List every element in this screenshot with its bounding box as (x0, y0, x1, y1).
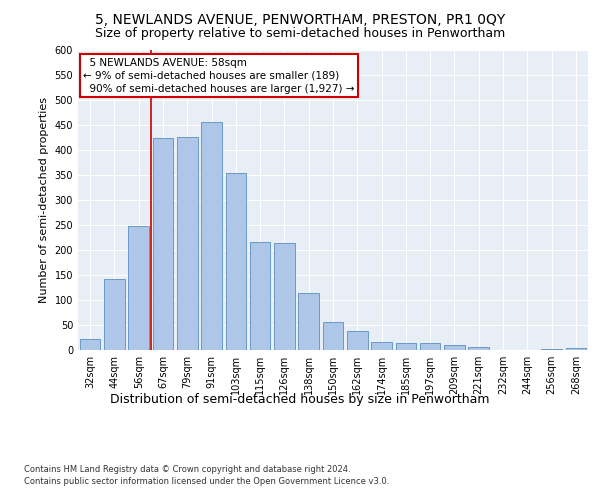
Text: 5, NEWLANDS AVENUE, PENWORTHAM, PRESTON, PR1 0QY: 5, NEWLANDS AVENUE, PENWORTHAM, PRESTON,… (95, 12, 505, 26)
Bar (274, 242, 295, 350)
Bar (323, 322, 343, 350)
Bar (201, 122, 222, 350)
Y-axis label: Number of semi-detached properties: Number of semi-detached properties (39, 97, 49, 303)
Text: Size of property relative to semi-detached houses in Penwortham: Size of property relative to semi-detach… (95, 28, 505, 40)
Bar (104, 278, 125, 350)
Bar (371, 342, 392, 350)
Bar (298, 292, 319, 350)
Bar (80, 338, 100, 350)
Bar (395, 343, 416, 350)
Bar (226, 172, 246, 350)
Bar (128, 226, 149, 350)
Bar (177, 136, 197, 350)
Text: Distribution of semi-detached houses by size in Penwortham: Distribution of semi-detached houses by … (110, 392, 490, 406)
Text: Contains public sector information licensed under the Open Government Licence v3: Contains public sector information licen… (24, 478, 389, 486)
Bar (469, 347, 489, 350)
Text: Contains HM Land Registry data © Crown copyright and database right 2024.: Contains HM Land Registry data © Crown c… (24, 465, 350, 474)
Bar (250, 242, 271, 350)
Bar (444, 344, 465, 350)
Bar (566, 348, 586, 350)
Bar (541, 348, 562, 350)
Bar (347, 330, 368, 350)
Bar (152, 138, 173, 350)
Bar (420, 343, 440, 350)
Text: 5 NEWLANDS AVENUE: 58sqm
← 9% of semi-detached houses are smaller (189)
  90% of: 5 NEWLANDS AVENUE: 58sqm ← 9% of semi-de… (83, 58, 355, 94)
